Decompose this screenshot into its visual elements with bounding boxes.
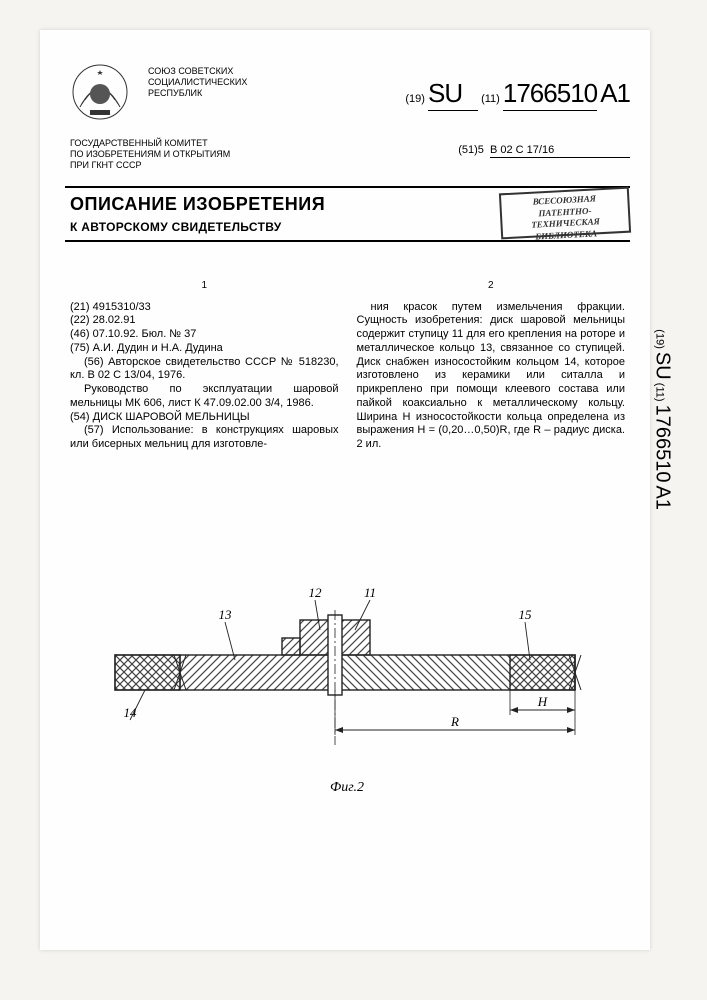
header-block: СОЮЗ СОВЕТСКИХ СОЦИАЛИСТИЧЕСКИХ РЕСПУБЛИ… (40, 30, 650, 270)
library-stamp: ВСЕСОЮЗНАЯ ПАТЕНТНО-ТЕХНИЧЕСКАЯ БИБЛИОТЕ… (499, 187, 631, 240)
abstract-text: ния красок путем измельчения фракции. Су… (357, 301, 626, 452)
field-56: (56) Авторское свидетельство СССР № 5182… (70, 356, 339, 384)
field-22: (22) 28.02.91 (70, 314, 339, 328)
side-code-19: (19) (654, 329, 666, 349)
ipc-block: (51)5 В 02 С 17/16 (458, 144, 630, 158)
side-country: SU (652, 352, 674, 380)
field-75: (75) А.И. Дудин и Н.А. Дудина (70, 342, 339, 356)
figure-2: Н R 11 12 13 14 15 Фиг.2 (100, 560, 590, 810)
union-label: СОЮЗ СОВЕТСКИХ СОЦИАЛИСТИЧЕСКИХ РЕСПУБЛИ… (148, 66, 318, 98)
svg-text:11: 11 (364, 585, 376, 600)
code-19: (19) (405, 93, 425, 105)
column-1: 1 (21) 4915310/33 (22) 28.02.91 (46) 07.… (70, 280, 339, 452)
code-51: (51)5 (458, 144, 484, 156)
svg-text:Н: Н (537, 694, 548, 709)
svg-text:R: R (450, 714, 459, 729)
figure-svg: Н R 11 12 13 14 15 (100, 560, 590, 810)
field-54: (54) ДИСК ШАРОВОЙ МЕЛЬНИЦЫ (70, 411, 339, 425)
side-patent-number: (19) SU (11) 1766510 A1 (651, 329, 674, 510)
field-46: (46) 07.10.92. Бюл. № 37 (70, 328, 339, 342)
svg-text:12: 12 (309, 585, 323, 600)
ussr-emblem-icon (70, 62, 130, 122)
committee-label: ГОСУДАРСТВЕННЫЙ КОМИТЕТ ПО ИЗОБРЕТЕНИЯМ … (70, 138, 270, 170)
side-code-11: (11) (654, 383, 666, 402)
patent-page: СОЮЗ СОВЕТСКИХ СОЦИАЛИСТИЧЕСКИХ РЕСПУБЛИ… (40, 30, 650, 950)
country-code: SU (428, 78, 478, 111)
divider-top (65, 186, 630, 188)
field-21: (21) 4915310/33 (70, 301, 339, 315)
side-number-value: 1766510 (652, 405, 674, 483)
document-subtitle: К АВТОРСКОМУ СВИДЕТЕЛЬСТВУ (70, 220, 281, 234)
column-2: 2 ния красок путем измельчения фракции. … (357, 280, 626, 452)
kind-code: A1 (600, 78, 630, 108)
code-11: (11) (481, 93, 500, 105)
document-title: ОПИСАНИЕ ИЗОБРЕТЕНИЯ (70, 194, 325, 215)
column-number-1: 1 (70, 280, 339, 293)
figure-label: Фиг.2 (330, 780, 364, 796)
svg-text:13: 13 (219, 607, 233, 622)
text-columns: 1 (21) 4915310/33 (22) 28.02.91 (46) 07.… (40, 270, 650, 452)
column-number-2: 2 (357, 280, 626, 293)
svg-text:14: 14 (124, 705, 138, 720)
field-56b: Руководство по эксплуатации шаровой мель… (70, 383, 339, 411)
patent-number-block: (19) SU (11) 1766510 A1 (405, 78, 630, 111)
ipc-class: В 02 С 17/16 (490, 144, 630, 158)
svg-text:15: 15 (519, 607, 533, 622)
side-kind: A1 (652, 486, 674, 510)
doc-number: 1766510 (503, 78, 597, 111)
field-57: (57) Использование: в конструкциях шаров… (70, 424, 339, 452)
